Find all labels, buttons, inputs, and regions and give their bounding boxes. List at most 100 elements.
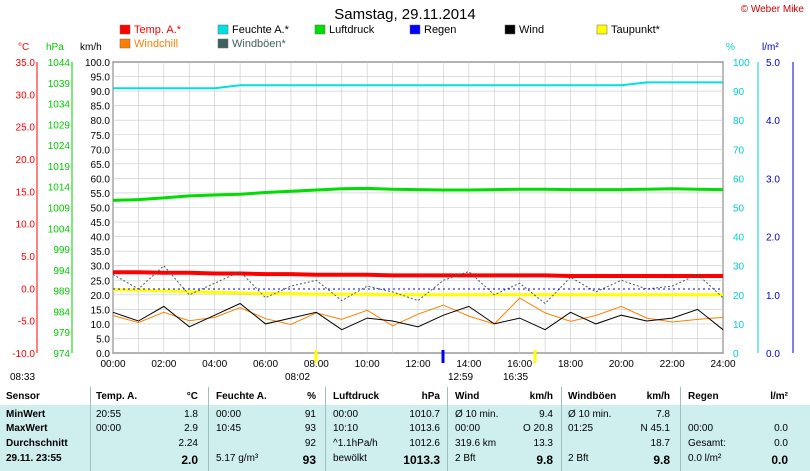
temp-tick-label: 0.0	[21, 284, 35, 295]
table-cell: 319.6 km	[455, 438, 497, 449]
wind-tick-label: 10.0	[91, 320, 111, 331]
pressure-tick-label: 994	[53, 266, 70, 277]
legend-label: Feuchte A.*	[232, 24, 290, 36]
table-cell: 1012.6	[409, 438, 440, 449]
humidity-axis-unit: %	[726, 42, 735, 53]
wind-tick-label: 100.0	[85, 58, 110, 69]
rain-tick-label: 5.0	[766, 58, 780, 69]
table-cell: 13.3	[533, 438, 553, 449]
wind-tick-label: 80.0	[91, 116, 111, 127]
table-cell: Ø 10 min.	[455, 409, 499, 420]
wind-tick-label: 70.0	[91, 145, 111, 156]
table-separator	[447, 387, 448, 471]
table-cell: 18.7	[650, 438, 670, 449]
brand-label: © Weber Mike	[740, 4, 804, 15]
table-cell: 1013.3	[403, 453, 440, 467]
x-tick-label: 02:00	[151, 359, 176, 370]
x-tick-label: 08:00	[304, 359, 329, 370]
series-line	[113, 81, 723, 90]
legend-swatch	[314, 24, 326, 35]
pressure-tick-label: 984	[53, 307, 70, 318]
temp-tick-label: 35.0	[16, 58, 36, 69]
table-separator	[561, 387, 562, 471]
legend-swatch	[217, 24, 229, 35]
wind-tick-label: 40.0	[91, 233, 111, 244]
table-header: °C	[186, 391, 198, 402]
wind-axis-unit: km/h	[80, 42, 102, 53]
event-time-3: 16:35	[503, 372, 529, 383]
table-cell: 91	[304, 409, 316, 420]
pressure-tick-label: 1044	[48, 58, 71, 69]
temp-tick-label: -5.0	[18, 317, 36, 328]
table-cell: 2 Bft	[568, 453, 589, 464]
legend-swatch	[119, 38, 131, 49]
series-line	[112, 297, 724, 327]
table-cell: 0.0 l/m²	[688, 453, 722, 464]
table-cell: 00:00	[688, 423, 714, 434]
wind-tick-label: 95.0	[91, 73, 111, 84]
wind-tick-label: 35.0	[91, 247, 111, 258]
table-cell: 0.0	[774, 423, 788, 434]
pressure-axis-unit: hPa	[46, 42, 64, 53]
wind-tick-label: 90.0	[91, 87, 111, 98]
table-cell: 01:25	[568, 423, 594, 434]
pressure-tick-label: 1014	[48, 183, 71, 194]
temp-tick-label: 25.0	[16, 123, 36, 134]
event-time-1: 08:02	[285, 372, 311, 383]
legend-swatch	[596, 24, 608, 35]
pressure-tick-label: 1024	[48, 141, 71, 152]
summary-table-header	[0, 387, 810, 405]
table-cell: 1013.6	[409, 423, 440, 434]
table-row-label: MaxWert	[6, 423, 48, 434]
table-row-label: 29.11. 23:55	[6, 453, 62, 464]
table-cell: 9.4	[539, 409, 553, 420]
pressure-tick-label: 1039	[48, 79, 71, 90]
pressure-tick-label: 1004	[48, 224, 71, 235]
table-cell: 1010.7	[409, 409, 440, 420]
table-header: Luftdruck	[333, 391, 380, 402]
table-header: Wind	[455, 391, 480, 402]
pressure-tick-label: 1019	[48, 162, 71, 173]
event-time-2: 12:59	[448, 372, 474, 383]
legend-label: Regen	[424, 24, 456, 36]
table-cell: 9.8	[653, 453, 670, 467]
x-tick-label: 00:00	[100, 359, 125, 370]
table-cell: 2 Bft	[455, 453, 476, 464]
wind-tick-label: 60.0	[91, 174, 111, 185]
temp-tick-label: 10.0	[16, 220, 36, 231]
pressure-tick-label: 1029	[48, 120, 71, 131]
table-cell: 00:00	[216, 409, 242, 420]
table-row-label: Durchschnitt	[6, 438, 68, 449]
rain-tick-label: 0.0	[766, 349, 780, 360]
table-cell: 10:10	[333, 423, 359, 434]
table-cell: 92	[304, 438, 316, 449]
humidity-tick-label: 40	[733, 233, 745, 244]
x-tick-label: 04:00	[202, 359, 227, 370]
table-header: Sensor	[6, 391, 40, 402]
pressure-tick-label: 974	[53, 349, 70, 360]
table-row-label: MinWert	[6, 409, 46, 420]
wind-tick-label: 20.0	[91, 291, 111, 302]
series-line	[112, 302, 724, 331]
legend-swatch	[504, 24, 516, 35]
wind-tick-label: 30.0	[91, 262, 111, 273]
table-cell: 00:00	[96, 423, 122, 434]
table-separator	[325, 387, 326, 471]
table-header: hPa	[421, 391, 440, 402]
x-tick-label: 22:00	[660, 359, 685, 370]
humidity-tick-label: 0	[733, 349, 739, 360]
x-tick-label: 24:00	[710, 359, 735, 370]
temp-tick-label: -10.0	[12, 349, 35, 360]
table-header: l/m²	[770, 391, 788, 402]
table-cell: 0.0	[774, 438, 788, 449]
legend-swatch	[119, 24, 131, 35]
x-tick-label: 14:00	[456, 359, 481, 370]
rain-tick-label: 1.0	[766, 291, 780, 302]
humidity-tick-label: 30	[733, 262, 745, 273]
table-separator	[208, 387, 209, 471]
legend-swatch	[217, 38, 229, 49]
wind-tick-label: 5.0	[96, 334, 110, 345]
weather-chart: Temp. A.* Feuchte A.* Luftdruck Regen Wind Ta…	[12, 24, 794, 370]
legend-swatch	[409, 24, 421, 35]
humidity-tick-label: 50	[733, 204, 745, 215]
